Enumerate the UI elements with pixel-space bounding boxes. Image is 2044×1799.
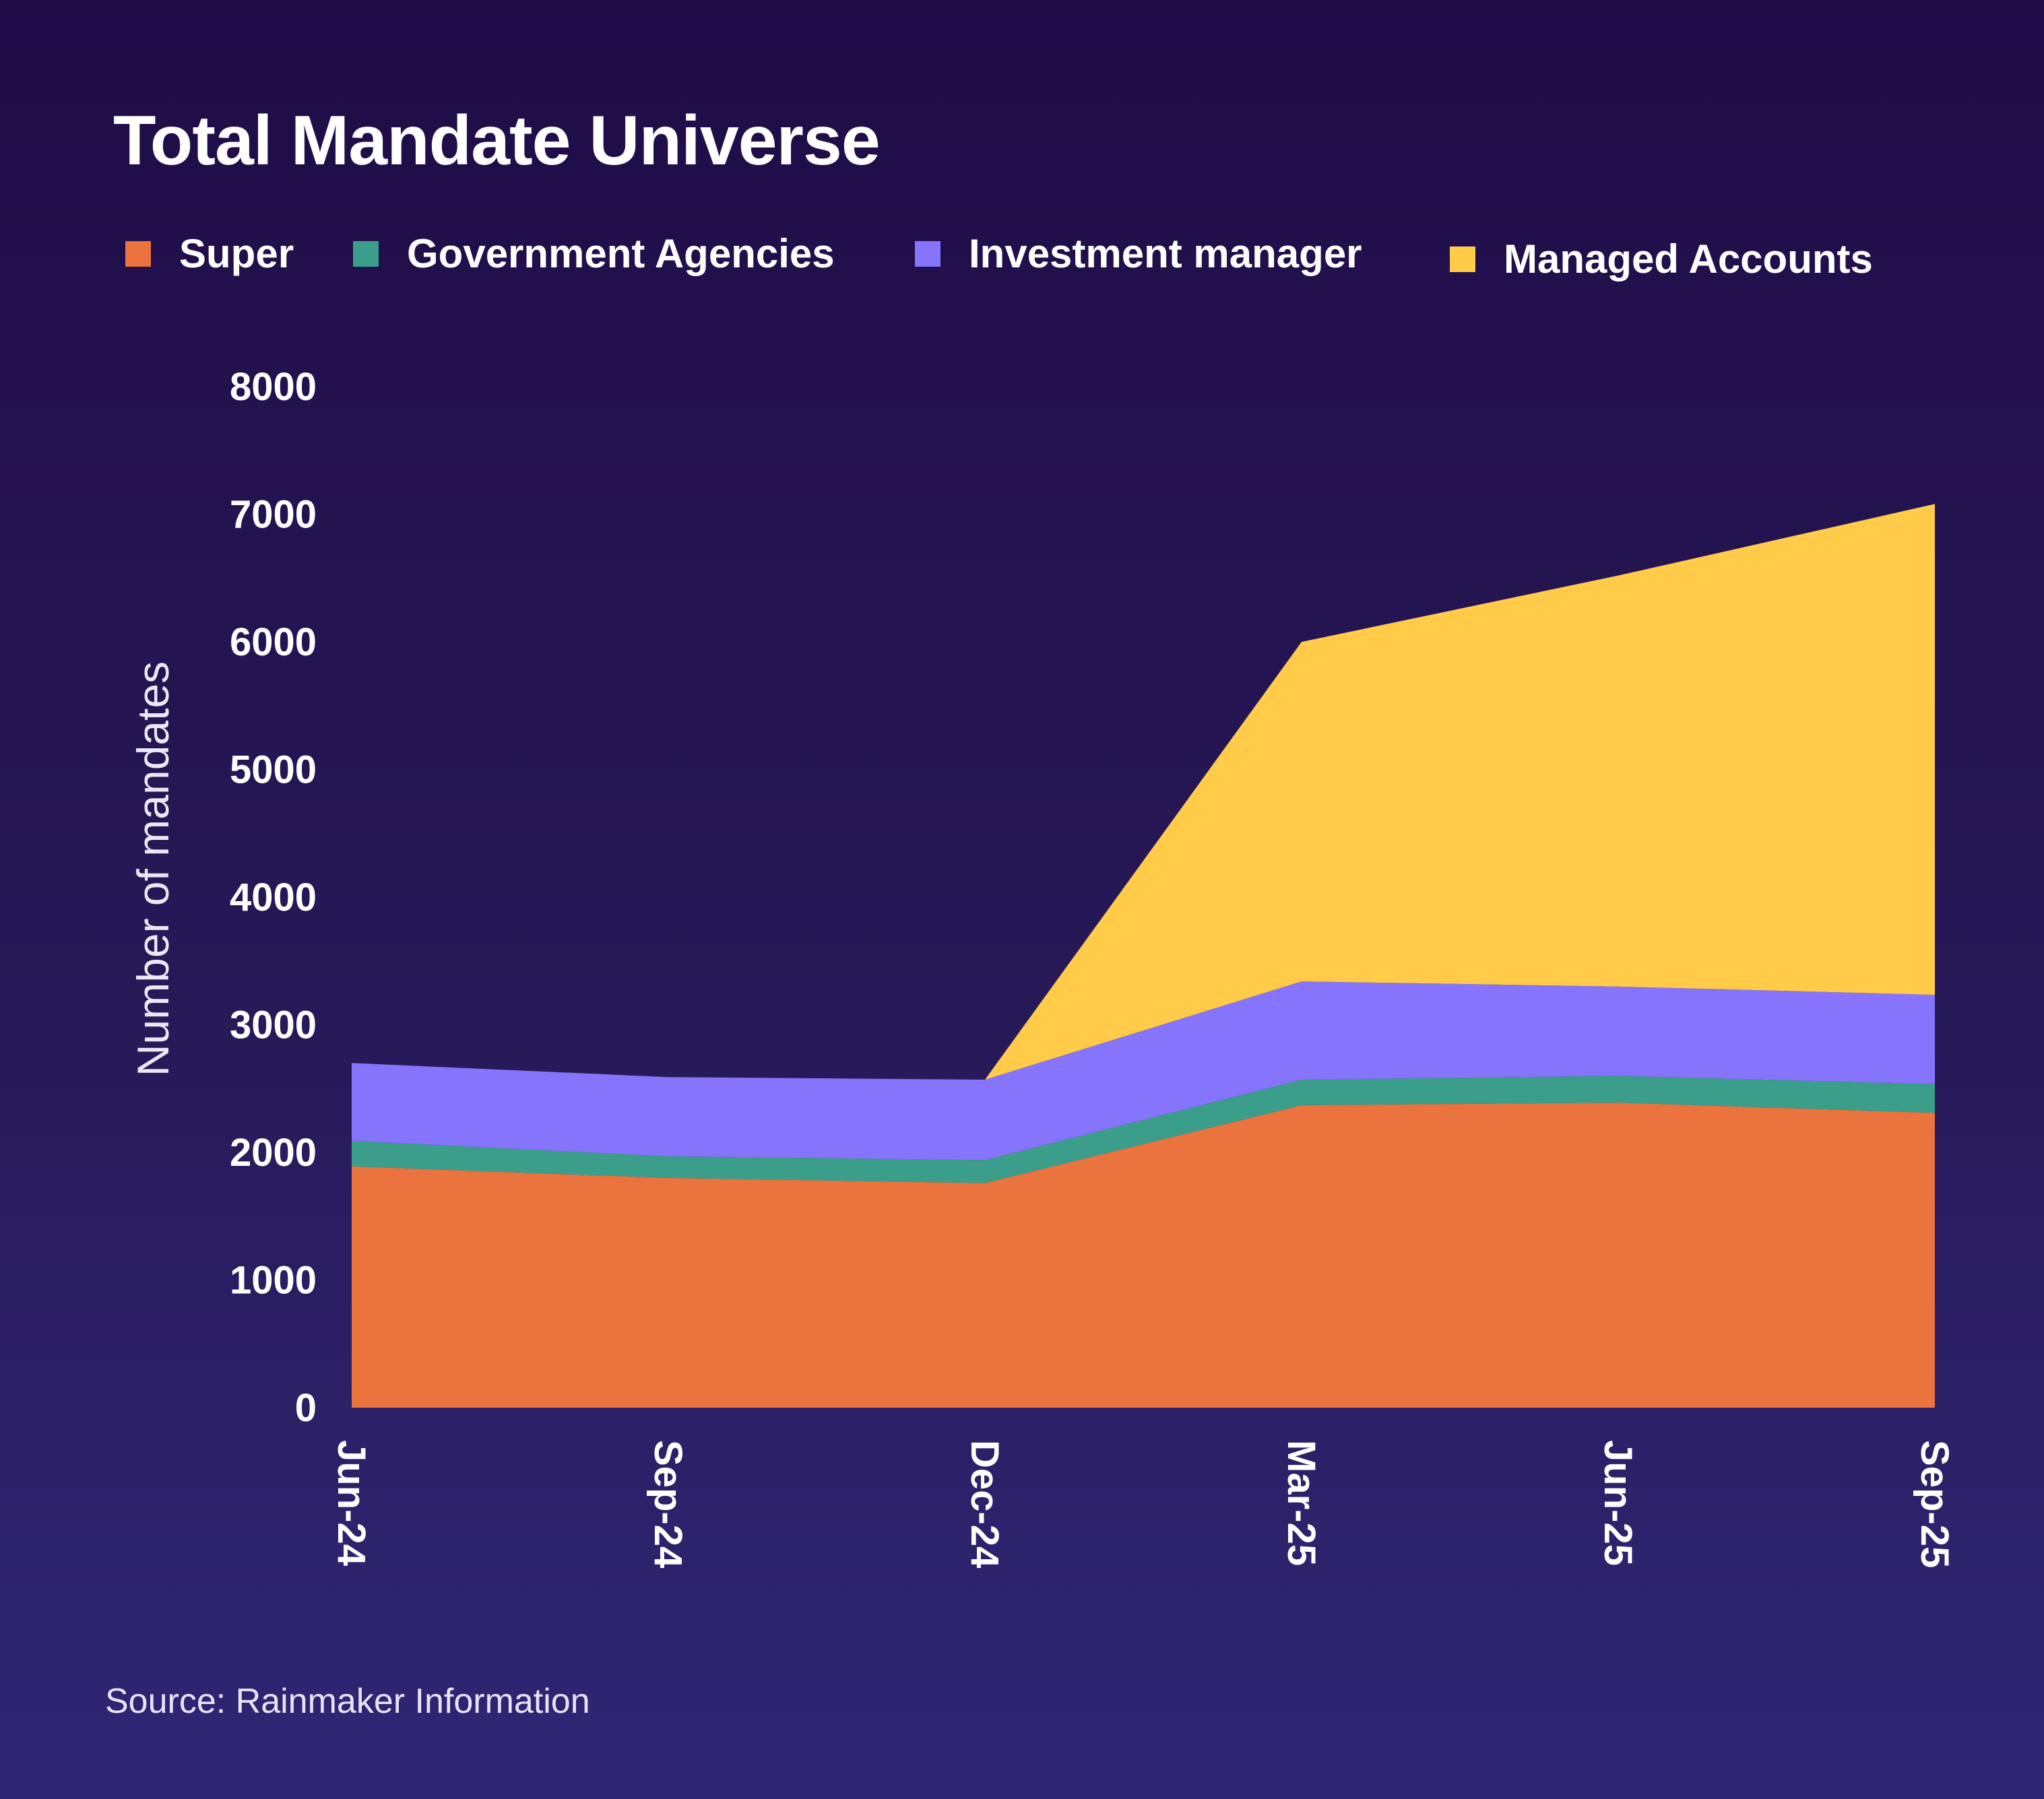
x-tick-label: Jun-24	[329, 1440, 373, 1566]
y-tick-label: 6000	[230, 620, 317, 664]
legend-label-managed-accounts: Managed Accounts	[1504, 236, 1873, 282]
legend-item-investment-manager: Investment manager	[915, 230, 1362, 277]
y-tick-label: 0	[295, 1386, 317, 1430]
legend-label-investment-manager: Investment manager	[969, 231, 1362, 276]
chart-areas	[352, 504, 1935, 1408]
y-tick-label: 4000	[230, 876, 317, 919]
legend-item-managed-accounts: Managed Accounts	[1450, 236, 1873, 282]
x-tick-label: Sep-25	[1913, 1440, 1956, 1568]
source-note: Source: Rainmaker Information	[105, 1682, 590, 1721]
x-tick-label: Jun-25	[1596, 1440, 1640, 1566]
area-government	[352, 1076, 1935, 1183]
y-tick-label: 1000	[230, 1259, 317, 1303]
x-axis: Jun-24 Sep-24 Dec-24 Mar-25 Jun-25 Sep-25	[329, 1440, 1956, 1568]
legend-label-super: Super	[179, 231, 294, 276]
x-tick-label: Mar-25	[1279, 1440, 1323, 1566]
y-tick-label: 5000	[230, 748, 317, 792]
y-axis-label: Number of mandates	[128, 661, 178, 1076]
y-tick-label: 8000	[230, 365, 317, 409]
x-tick-label: Sep-24	[646, 1440, 690, 1568]
y-tick-label: 2000	[230, 1131, 317, 1175]
y-axis: 0 1000 2000 3000 4000 5000 6000 7000 8000	[230, 365, 317, 1430]
y-tick-label: 3000	[230, 1004, 317, 1047]
legend-swatch-investment-manager	[915, 240, 940, 267]
legend-item-government-agencies: Government Agencies	[353, 230, 835, 277]
legend-swatch-managed-accounts	[1450, 246, 1475, 272]
area-managed	[352, 504, 1935, 1080]
y-tick-label: 7000	[230, 493, 317, 537]
x-tick-label: Dec-24	[963, 1440, 1007, 1568]
legend-item-super: Super	[125, 230, 294, 277]
legend-swatch-super	[125, 240, 151, 267]
area-super	[352, 1103, 1935, 1408]
area-investment	[352, 981, 1935, 1160]
chart-title: Total Mandate Universe	[113, 102, 881, 180]
legend-swatch-government-agencies	[353, 240, 379, 267]
legend-label-government-agencies: Government Agencies	[407, 231, 835, 276]
